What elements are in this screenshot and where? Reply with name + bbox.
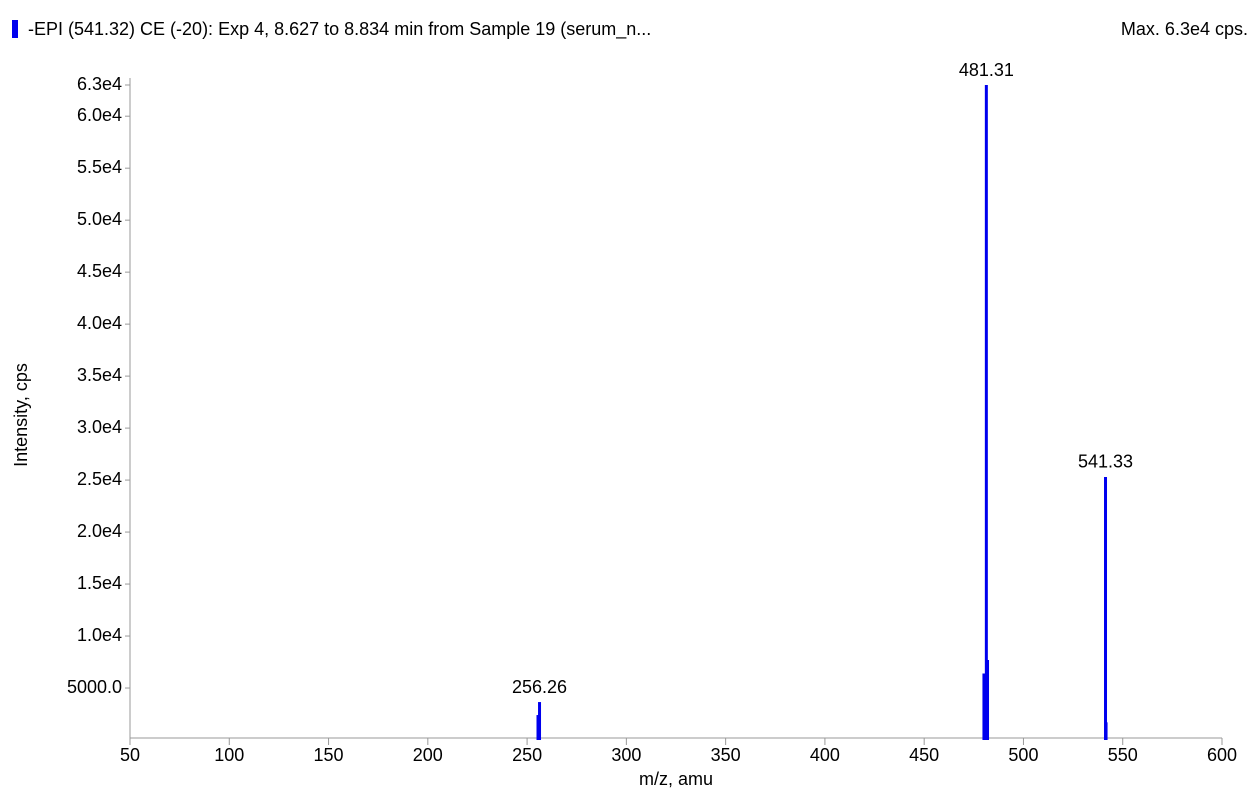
legend-swatch [12,20,18,38]
x-tick-label: 150 [314,745,344,765]
x-tick-label: 450 [909,745,939,765]
x-tick-label: 550 [1108,745,1138,765]
chart-title: -EPI (541.32) CE (-20): Exp 4, 8.627 to … [28,19,651,40]
y-axis-label: Intensity, cps [11,363,31,467]
x-tick-label: 600 [1207,745,1237,765]
x-axis-label: m/z, amu [639,769,713,789]
x-tick-label: 400 [810,745,840,765]
y-tick-label: 5.0e4 [77,209,122,229]
peak-label: 481.31 [959,60,1014,80]
y-tick-label: 3.5e4 [77,365,122,385]
max-intensity: Max. 6.3e4 cps. [1121,19,1248,39]
x-tick-label: 300 [611,745,641,765]
peak-label: 541.33 [1078,452,1133,472]
x-tick-label: 500 [1008,745,1038,765]
y-tick-label: 2.5e4 [77,469,122,489]
y-tick-label: 3.0e4 [77,417,122,437]
y-tick-label: 6.3e4 [77,74,122,94]
x-tick-label: 200 [413,745,443,765]
y-tick-label: 2.0e4 [77,521,122,541]
x-tick-label: 250 [512,745,542,765]
y-tick-label: 6.0e4 [77,105,122,125]
y-tick-label: 4.5e4 [77,261,122,281]
x-tick-label: 350 [711,745,741,765]
x-tick-label: 50 [120,745,140,765]
y-tick-label: 5.5e4 [77,157,122,177]
peak-label: 256.26 [512,677,567,697]
y-tick-label: 1.0e4 [77,625,122,645]
x-tick-label: 100 [214,745,244,765]
y-tick-label: 4.0e4 [77,313,122,333]
y-tick-label: 1.5e4 [77,573,122,593]
y-tick-label: 5000.0 [67,677,122,697]
